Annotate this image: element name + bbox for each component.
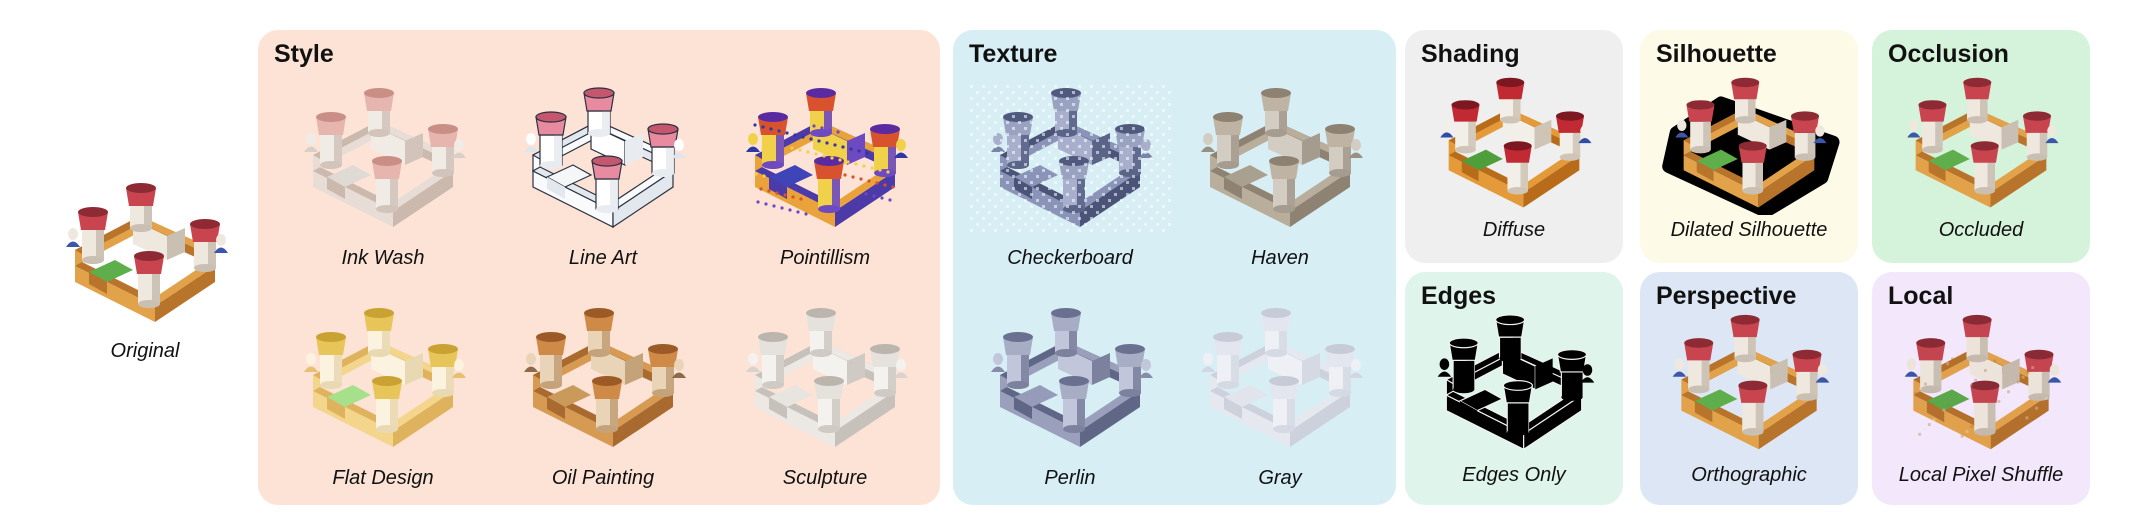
castle-pointillism-image: [746, 88, 908, 227]
local-caption: Local Pixel Shuffle: [1898, 464, 2064, 486]
texture-cell-gray: Gray: [1175, 305, 1385, 505]
castle-orthographic-image: [1672, 314, 1830, 450]
castle-sculpture-image: [746, 308, 908, 447]
texture-panel: Texture Checkerboard Haven Perlin Gray: [953, 30, 1396, 505]
castle-perlin-image: [991, 308, 1153, 447]
local-cell-pixel-shuffle: Local Pixel Shuffle: [1878, 312, 2084, 502]
style-caption: Line Art: [568, 247, 638, 269]
castle-dilated-silhouette-image: [1662, 77, 1840, 215]
occlusion-panel: Occlusion Occluded: [1872, 30, 2090, 263]
style-panel-title: Style: [274, 40, 334, 68]
perspective-panel: Perspective Orthographic: [1640, 272, 1858, 505]
castle-occluded-image: [1907, 77, 2059, 208]
texture-caption: Haven: [1251, 247, 1309, 269]
occlusion-panel-title: Occlusion: [1888, 40, 2009, 68]
texture-caption: Gray: [1258, 467, 1302, 489]
original-figure: Original: [40, 180, 250, 380]
texture-cell-haven: Haven: [1175, 85, 1385, 285]
style-caption: Oil Painting: [551, 467, 655, 489]
style-cell-flat-design: Flat Design: [278, 305, 488, 505]
shading-caption: Diffuse: [1482, 219, 1546, 241]
original-caption: Original: [110, 340, 180, 362]
style-caption: Flat Design: [332, 467, 434, 489]
texture-caption: Checkerboard: [1007, 247, 1133, 269]
edges-panel: Edges Edges Only: [1405, 272, 1623, 505]
texture-cell-checkerboard: Checkerboard: [965, 85, 1175, 285]
silhouette-panel-title: Silhouette: [1656, 40, 1777, 68]
local-panel-title: Local: [1888, 282, 1954, 310]
style-cell-oil-painting: Oil Painting: [498, 305, 708, 505]
silhouette-cell-dilated: Dilated Silhouette: [1646, 75, 1852, 260]
silhouette-caption: Dilated Silhouette: [1670, 219, 1828, 241]
style-cell-pointillism: Pointillism: [720, 85, 930, 285]
perspective-caption: Orthographic: [1691, 464, 1807, 486]
style-caption: Ink Wash: [341, 247, 425, 269]
style-caption: Sculpture: [782, 467, 868, 489]
occlusion-cell-occluded: Occluded: [1878, 75, 2084, 260]
castle-oil-painting-image: [524, 308, 686, 447]
shading-cell-diffuse: Diffuse: [1411, 75, 1617, 260]
perspective-cell-orthographic: Orthographic: [1646, 312, 1852, 502]
silhouette-panel: Silhouette Dilated Silhouette: [1640, 30, 1858, 263]
perspective-panel-title: Perspective: [1656, 282, 1797, 310]
castle-diffuse-image: [1440, 77, 1592, 208]
style-panel: Style Ink Wash Line Art Pointillism Flat…: [258, 30, 940, 505]
texture-caption: Perlin: [1044, 467, 1096, 489]
edges-panel-title: Edges: [1421, 282, 1497, 310]
edges-caption: Edges Only: [1462, 464, 1566, 486]
style-caption: Pointillism: [779, 247, 871, 269]
texture-panel-title: Texture: [969, 40, 1058, 68]
occlusion-caption: Occluded: [1938, 219, 2024, 241]
local-panel: Local Local Pixel Shuffle: [1872, 272, 2090, 505]
castle-flat-design-image: [304, 308, 466, 447]
shading-panel: Shading Diffuse: [1405, 30, 1623, 263]
castle-original-image: [66, 183, 228, 322]
castle-edges-only-image: [1437, 314, 1595, 451]
castle-gray-image: [1201, 308, 1363, 447]
castle-local-pixel-shuffle-image: [1904, 314, 2062, 450]
style-cell-line-art: Line Art: [498, 85, 708, 285]
shading-panel-title: Shading: [1421, 40, 1520, 68]
texture-cell-perlin: Perlin: [965, 305, 1175, 505]
castle-haven-image: [1201, 88, 1363, 227]
castle-ink-wash-image: [304, 88, 466, 227]
style-cell-sculpture: Sculpture: [720, 305, 930, 505]
style-cell-ink-wash: Ink Wash: [278, 85, 488, 285]
edges-cell-edges-only: Edges Only: [1411, 312, 1617, 502]
castle-checkerboard-image: [970, 85, 1171, 232]
castle-line-art-image: [524, 87, 686, 229]
